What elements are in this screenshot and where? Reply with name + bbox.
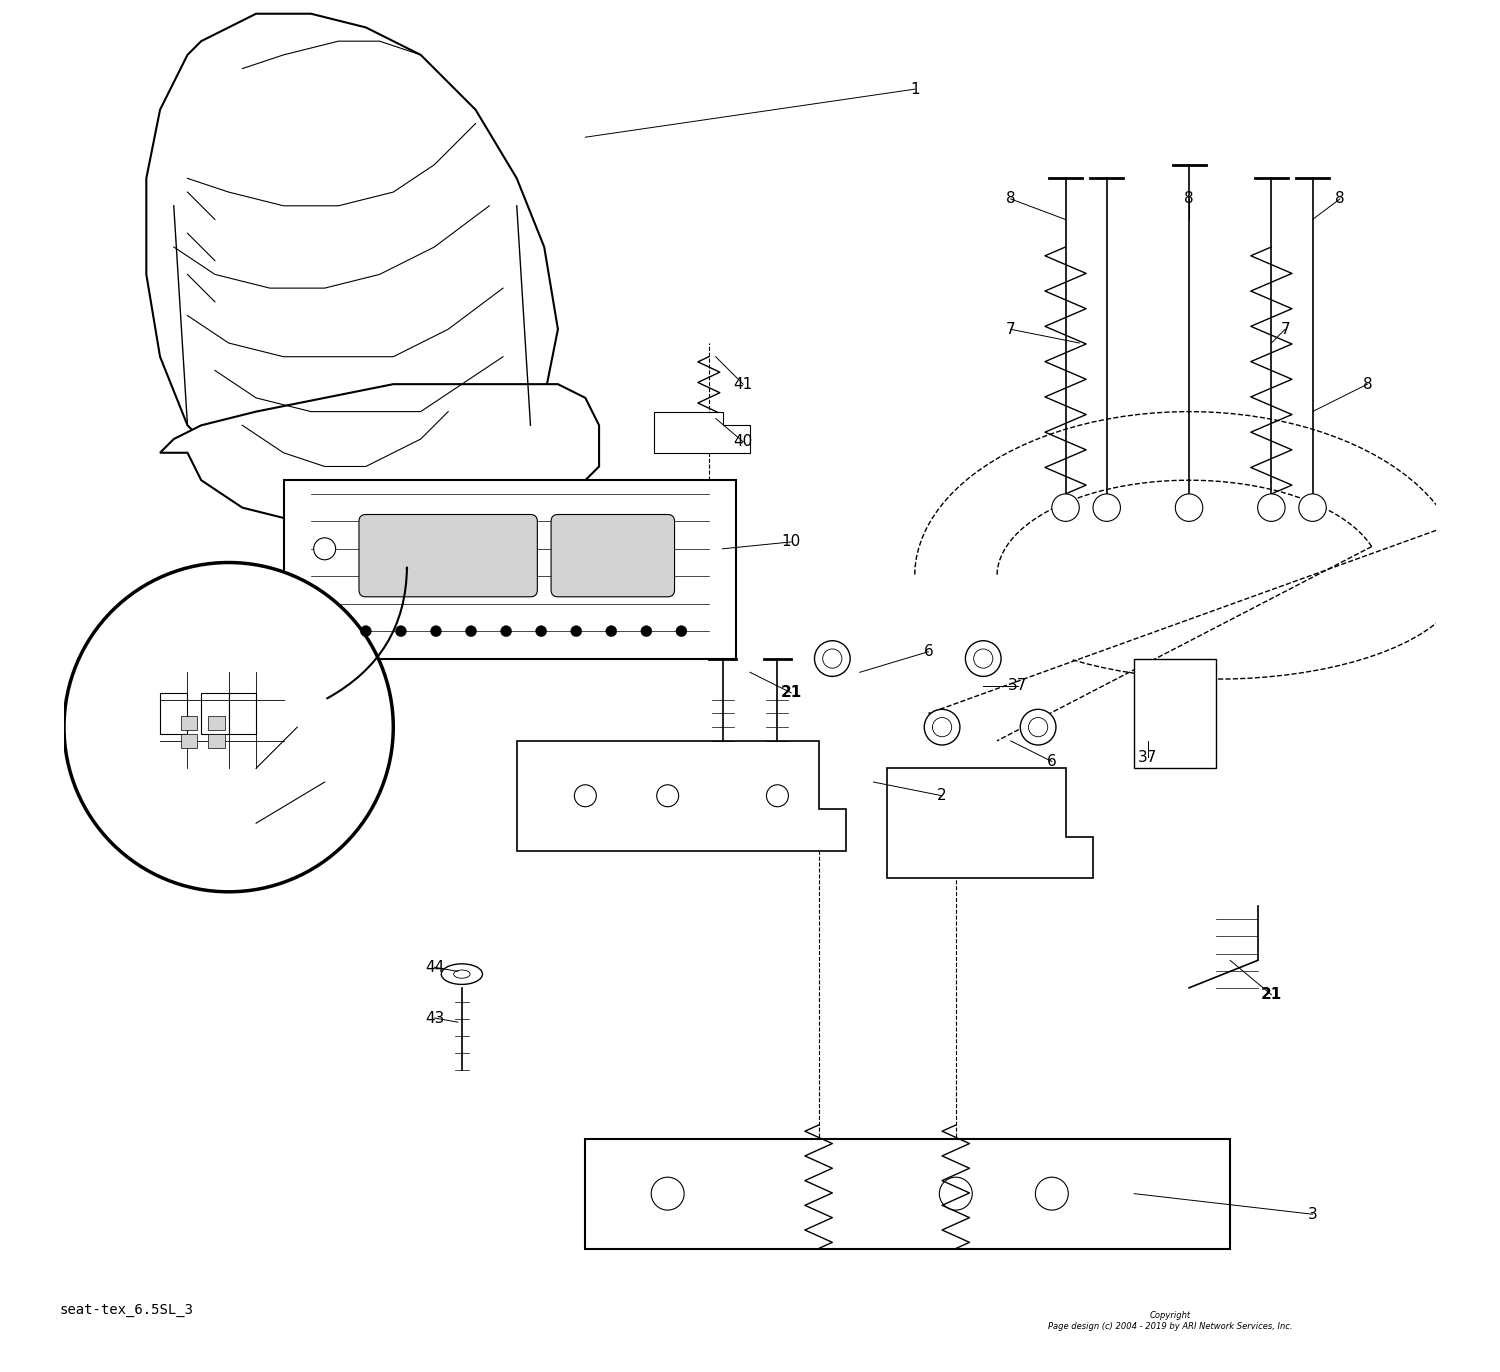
Text: 8: 8: [1335, 192, 1346, 206]
Text: seat-tex_6.5SL_3: seat-tex_6.5SL_3: [60, 1303, 194, 1317]
FancyBboxPatch shape: [550, 514, 675, 597]
Polygon shape: [585, 1139, 1230, 1249]
FancyArrowPatch shape: [327, 568, 406, 698]
Circle shape: [974, 649, 993, 668]
Circle shape: [570, 626, 582, 637]
Circle shape: [676, 626, 687, 637]
FancyBboxPatch shape: [201, 693, 228, 734]
Circle shape: [651, 1177, 684, 1210]
Text: 8: 8: [1362, 377, 1372, 391]
Circle shape: [574, 785, 597, 807]
Text: 21: 21: [780, 686, 802, 700]
Text: 40: 40: [734, 435, 753, 449]
Text: 3: 3: [1308, 1207, 1317, 1221]
Text: 43: 43: [424, 1011, 444, 1025]
FancyBboxPatch shape: [209, 734, 225, 748]
Polygon shape: [886, 768, 1094, 878]
Circle shape: [933, 718, 951, 737]
Circle shape: [1035, 1177, 1068, 1210]
Circle shape: [640, 626, 652, 637]
Text: 8: 8: [1007, 192, 1016, 206]
Text: 6: 6: [924, 645, 933, 659]
FancyBboxPatch shape: [1134, 659, 1216, 768]
Text: 7: 7: [1281, 322, 1290, 336]
Circle shape: [606, 626, 616, 637]
Circle shape: [465, 626, 477, 637]
Circle shape: [766, 785, 789, 807]
Text: 1: 1: [910, 82, 920, 96]
Circle shape: [924, 709, 960, 745]
Polygon shape: [654, 412, 750, 453]
Polygon shape: [160, 384, 598, 535]
Polygon shape: [518, 741, 846, 851]
Circle shape: [1094, 494, 1120, 521]
Circle shape: [430, 626, 441, 637]
Text: 2: 2: [938, 789, 946, 803]
Circle shape: [501, 626, 512, 637]
FancyBboxPatch shape: [180, 716, 196, 730]
FancyBboxPatch shape: [228, 693, 256, 734]
Circle shape: [966, 641, 1000, 676]
Circle shape: [314, 538, 336, 560]
Text: 21: 21: [1260, 988, 1282, 1002]
Circle shape: [1176, 494, 1203, 521]
Ellipse shape: [441, 963, 483, 985]
Text: 44: 44: [424, 960, 444, 974]
Text: Copyright
Page design (c) 2004 - 2019 by ARI Network Services, Inc.: Copyright Page design (c) 2004 - 2019 by…: [1047, 1312, 1292, 1331]
Circle shape: [360, 626, 372, 637]
Circle shape: [822, 649, 842, 668]
FancyBboxPatch shape: [209, 716, 225, 730]
Circle shape: [657, 785, 678, 807]
Polygon shape: [147, 14, 558, 508]
FancyBboxPatch shape: [358, 514, 537, 597]
Text: 8: 8: [1184, 192, 1194, 206]
Circle shape: [1299, 494, 1326, 521]
Circle shape: [1257, 494, 1286, 521]
Circle shape: [396, 626, 406, 637]
Ellipse shape: [453, 970, 470, 978]
Text: 7: 7: [1007, 322, 1016, 336]
Text: 37: 37: [1138, 750, 1158, 764]
Circle shape: [815, 641, 850, 676]
Text: 41: 41: [734, 377, 753, 391]
FancyBboxPatch shape: [180, 734, 196, 748]
Text: PartStream™: PartStream™: [690, 786, 810, 805]
Text: 37: 37: [1008, 679, 1028, 693]
Text: 6: 6: [1047, 755, 1056, 768]
Circle shape: [1020, 709, 1056, 745]
Polygon shape: [284, 480, 736, 659]
Circle shape: [1052, 494, 1080, 521]
Text: 10: 10: [782, 535, 801, 549]
FancyBboxPatch shape: [160, 693, 188, 734]
Circle shape: [939, 1177, 972, 1210]
Circle shape: [1029, 718, 1047, 737]
Circle shape: [536, 626, 546, 637]
Circle shape: [64, 563, 393, 892]
